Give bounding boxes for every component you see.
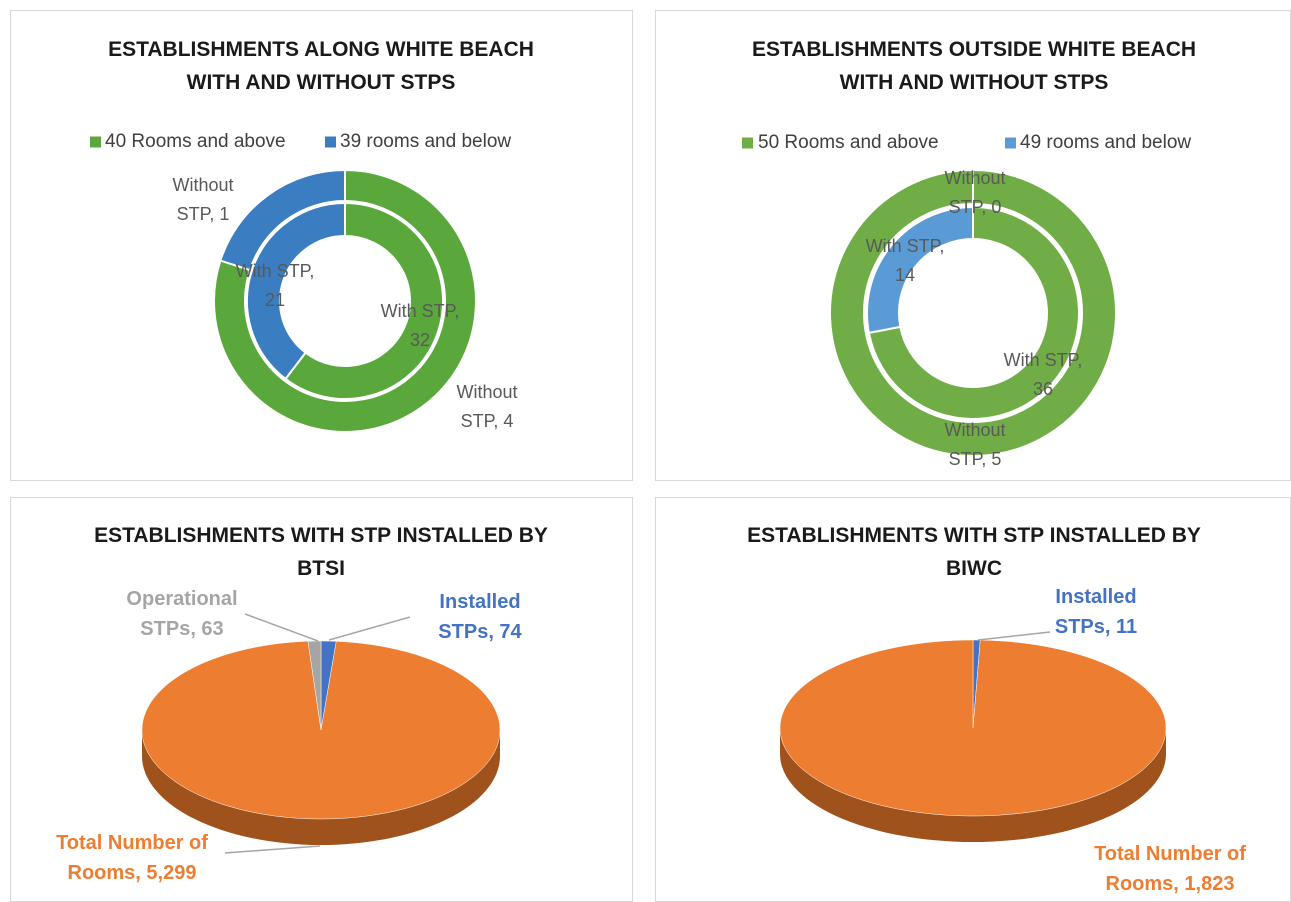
leader-line [977, 631, 1051, 641]
data-label: Total Number of Rooms, 1,823 [1094, 843, 1246, 895]
doughnut-segment [867, 205, 1080, 420]
legend-label: 39 rooms and below [340, 131, 512, 152]
pie-slice [141, 640, 501, 820]
data-label: With STP, 14 [865, 236, 945, 285]
pie-slice [307, 640, 322, 731]
data-label: With STP, 32 [380, 301, 460, 350]
data-label: Without STP, 1 [172, 175, 234, 224]
chart-title: ESTABLISHMENTS WITH STP INSTALLED BY BIW… [747, 524, 1201, 580]
legend-label: 49 rooms and below [1020, 132, 1192, 153]
data-label: Total Number of Rooms, 5,299 [56, 832, 208, 884]
data-label: With STP, 21 [235, 261, 315, 310]
legend-swatch [325, 136, 336, 148]
doughnut-segment [246, 201, 346, 381]
data-label: With STP, 36 [1003, 350, 1083, 399]
doughnut-segment [284, 201, 444, 400]
panel [10, 10, 633, 481]
chart-title: ESTABLISHMENTS WITH STP INSTALLED BY BTS… [94, 524, 548, 580]
chart-title: ESTABLISHMENTS OUTSIDE WHITE BEACH WITH … [751, 38, 1197, 94]
chart-title: ESTABLISHMENTS ALONG WHITE BEACH WITH AN… [108, 38, 534, 94]
leader-line [224, 845, 321, 854]
legend-swatch [90, 136, 101, 148]
doughnut-segment [213, 168, 477, 433]
legend-swatch [1005, 137, 1016, 149]
data-label: Installed STPs, 11 [1054, 586, 1138, 638]
data-label: Installed STPs, 74 [438, 591, 522, 643]
doughnut-segment [219, 168, 346, 272]
data-label: Operational STPs, 63 [126, 588, 238, 640]
data-label: Without STP, 0 [944, 168, 1006, 217]
leader-line [244, 613, 319, 642]
data-label: Without STP, 4 [456, 382, 518, 431]
legend-label: 40 Rooms and above [105, 131, 286, 152]
legend-swatch [742, 137, 753, 149]
leader-line [328, 616, 411, 641]
data-label: Without STP, 5 [944, 420, 1006, 469]
doughnut-segment [866, 205, 974, 335]
pie-slice [779, 639, 1167, 817]
legend-label: 50 Rooms and above [758, 132, 939, 153]
